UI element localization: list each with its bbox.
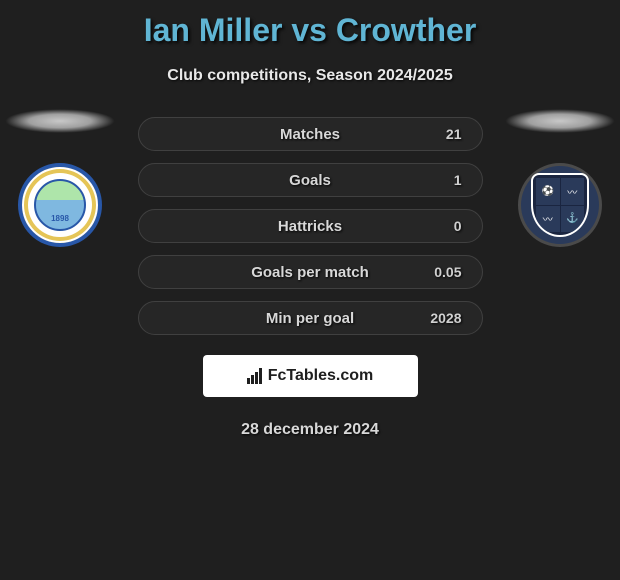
braintree-town-badge: 1898 [18,163,102,247]
shield-quadrant: 〰 [536,206,560,233]
stat-value: 2028 [430,310,461,326]
badge-center-icon: 1898 [34,179,86,231]
shield-quadrant: 〰 [561,178,585,205]
shield-icon: ⚽ 〰 〰 ⚓ [531,173,589,237]
stat-label: Hattricks [157,218,464,235]
brand-text: FcTables.com [268,367,374,385]
stat-row-goals-per-match: Goals per match 0.05 [138,255,483,289]
stat-label: Goals [157,172,464,189]
stat-label: Matches [157,126,464,143]
footer-date: 28 december 2024 [0,421,620,439]
stat-label: Goals per match [157,264,464,281]
badge-year-label: 1898 [51,214,69,223]
stat-row-goals: Goals 1 [138,163,483,197]
shield-quadrant: ⚓ [561,206,585,233]
left-player-column: 1898 [5,109,115,247]
stat-value: 0.05 [434,264,461,280]
stat-value: 21 [446,126,462,142]
page-title: Ian Miller vs Crowther [0,0,620,49]
stats-list: Matches 21 Goals 1 Hattricks 0 Goals per… [138,117,483,347]
stat-row-matches: Matches 21 [138,117,483,151]
brand-attribution[interactable]: FcTables.com [203,355,418,397]
stat-row-hattricks: Hattricks 0 [138,209,483,243]
stat-row-min-per-goal: Min per goal 2028 [138,301,483,335]
right-player-column: ⚽ 〰 〰 ⚓ [505,109,615,247]
page-subtitle: Club competitions, Season 2024/2025 [0,67,620,85]
stat-value: 0 [454,218,462,234]
comparison-container: 1898 Matches 21 Goals 1 Hattricks 0 Goal… [0,117,620,347]
southend-united-badge: ⚽ 〰 〰 ⚓ [518,163,602,247]
player-shadow-icon [505,109,615,133]
shield-quadrant: ⚽ [536,178,560,205]
bar-chart-icon [247,368,262,384]
player-shadow-icon [5,109,115,133]
stat-value: 1 [454,172,462,188]
stat-label: Min per goal [157,310,464,327]
